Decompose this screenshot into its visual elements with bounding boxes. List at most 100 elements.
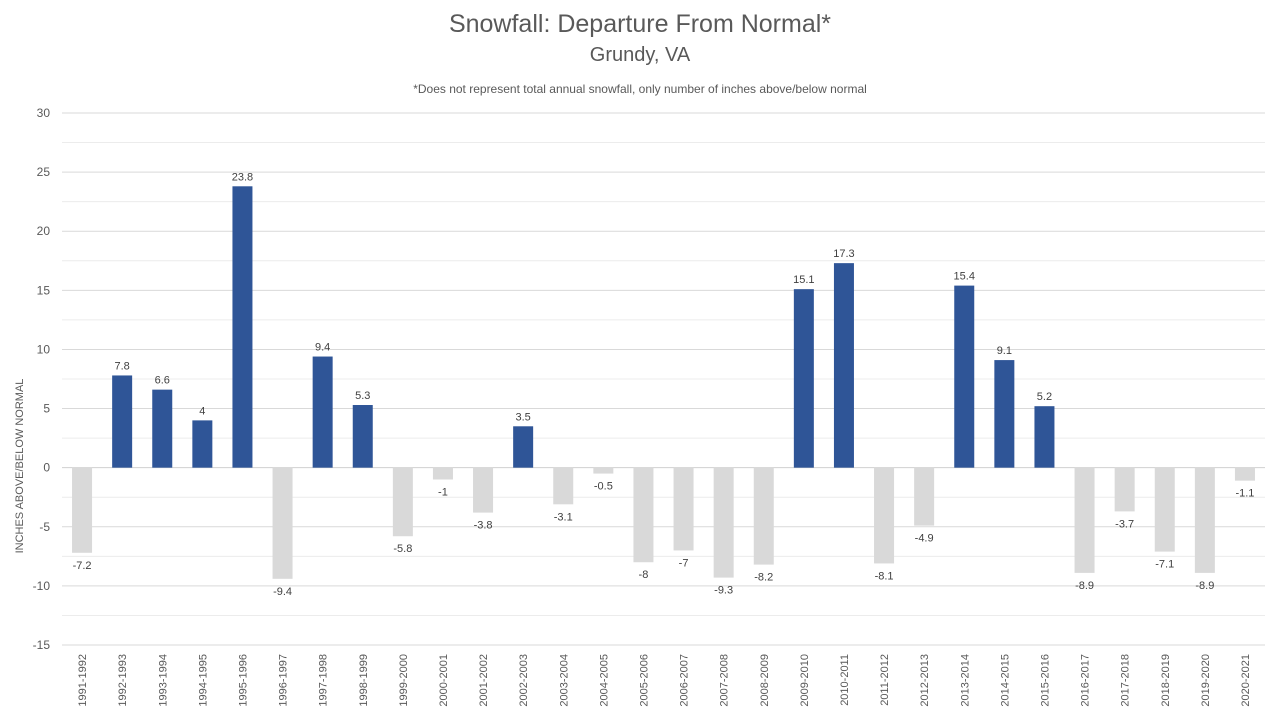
data-label: -9.4: [273, 586, 292, 598]
x-tick-labels: 1991-1992 1992-1993 1993-1994 1994-1995 1995…: [77, 654, 1252, 707]
bar: [1234, 467, 1255, 481]
bar: [1074, 467, 1095, 573]
x-tick-label: 2013-2014: [959, 654, 971, 707]
data-label: 23.8: [232, 171, 253, 183]
bar: [1154, 467, 1175, 552]
bar: [392, 467, 413, 537]
data-label: -8.9: [1195, 580, 1214, 592]
data-label: 15.4: [954, 271, 975, 283]
data-label: -3.8: [474, 520, 493, 532]
x-tick-label: 2019-2020: [1200, 654, 1212, 707]
data-labels: -7.2 7.8 6.6 4 23.8 -9.4 9.4 5.3 -5.8 -1 -3.8 3.5 -3…: [73, 171, 1255, 597]
data-label: -9.3: [714, 585, 733, 597]
x-tick-label: 2002-2003: [518, 654, 530, 707]
bar: [1194, 467, 1215, 573]
bar: [633, 467, 654, 563]
y-tick-label: -15: [33, 638, 51, 652]
data-label: -3.7: [1115, 518, 1134, 530]
y-tick-label: -5: [39, 520, 50, 534]
bar: [312, 356, 333, 468]
gridlines: [62, 112, 1265, 646]
x-tick-label: 2010-2011: [839, 654, 851, 706]
x-tick-label: 1994-1995: [197, 654, 209, 707]
x-tick-label: 2007-2008: [719, 654, 731, 707]
bar: [432, 467, 453, 480]
data-label: -8.9: [1075, 580, 1094, 592]
x-tick-label: 1995-1996: [237, 654, 249, 707]
x-tick-label: 2008-2009: [759, 654, 771, 707]
x-tick-label: 1993-1994: [157, 654, 169, 707]
bar: [713, 467, 734, 578]
chart-note: *Does not represent total annual snowfal…: [413, 82, 867, 96]
data-label: 3.5: [516, 411, 531, 423]
bar: [593, 467, 614, 474]
data-label: -4.9: [915, 533, 934, 545]
data-label: 4: [199, 405, 205, 417]
bar: [112, 375, 133, 468]
y-tick-label: 5: [43, 402, 50, 416]
x-tick-label: 1992-1993: [117, 654, 129, 707]
x-tick-label: 1999-2000: [398, 654, 410, 707]
chart-subtitle: Grundy, VA: [589, 44, 691, 66]
x-tick-label: 1997-1998: [318, 654, 330, 707]
data-label: -7.2: [73, 560, 92, 572]
data-label: -1: [438, 486, 448, 498]
bar: [994, 360, 1015, 468]
bars: [72, 186, 1255, 579]
bar: [753, 467, 774, 565]
x-tick-label: 2016-2017: [1080, 654, 1092, 707]
x-tick-label: 2014-2015: [999, 654, 1011, 707]
x-tick-label: 2006-2007: [679, 654, 691, 707]
x-tick-label: 2015-2016: [1039, 654, 1051, 707]
bar: [553, 467, 574, 505]
bar: [833, 263, 854, 468]
x-tick-label: 2018-2019: [1160, 654, 1172, 707]
data-label: -3.1: [554, 511, 573, 523]
bar: [793, 289, 814, 468]
data-label: -1.1: [1235, 488, 1254, 500]
data-label: 9.4: [315, 342, 330, 354]
bar: [1114, 467, 1135, 512]
bar: [272, 467, 293, 579]
data-label: 9.1: [997, 345, 1012, 357]
bar: [192, 420, 213, 468]
bar: [72, 467, 93, 553]
data-label: 17.3: [833, 248, 854, 260]
bar: [473, 467, 494, 513]
bar: [513, 426, 534, 468]
data-label: -5.8: [393, 543, 412, 555]
x-tick-label: 1991-1992: [77, 654, 89, 707]
x-tick-label: 1996-1997: [278, 654, 290, 707]
x-tick-label: 2003-2004: [558, 654, 570, 707]
data-label: -7.1: [1155, 559, 1174, 571]
data-label: -8: [639, 569, 649, 581]
bar: [673, 467, 694, 551]
data-label: 7.8: [115, 360, 130, 372]
y-tick-label: 15: [37, 283, 51, 297]
data-label: 6.6: [155, 375, 170, 387]
data-label: -7: [679, 557, 689, 569]
y-tick-label: 25: [37, 165, 51, 179]
x-tick-label: 2004-2005: [598, 654, 610, 707]
y-tick-labels: 30 25 20 15 10 5 0 -5 -10 -15: [33, 106, 51, 652]
x-tick-label: 2012-2013: [919, 654, 931, 707]
data-label: -8.1: [875, 570, 894, 582]
x-tick-label: 2017-2018: [1120, 654, 1132, 707]
x-tick-label: 2009-2010: [799, 654, 811, 707]
bar: [1034, 406, 1055, 468]
bar: [352, 405, 373, 468]
bar: [954, 285, 975, 468]
bar: [914, 467, 935, 526]
data-label: 5.3: [355, 390, 370, 402]
data-label: 5.2: [1037, 391, 1052, 403]
y-tick-label: 20: [37, 224, 51, 238]
bar: [152, 389, 173, 468]
x-tick-label: 1998-1999: [358, 654, 370, 707]
y-tick-label: -10: [33, 579, 51, 593]
x-tick-label: 2020-2021: [1240, 654, 1252, 707]
y-tick-label: 30: [37, 106, 51, 120]
data-label: -8.2: [754, 572, 773, 584]
bar: [232, 186, 253, 468]
y-tick-label: 0: [43, 461, 50, 475]
